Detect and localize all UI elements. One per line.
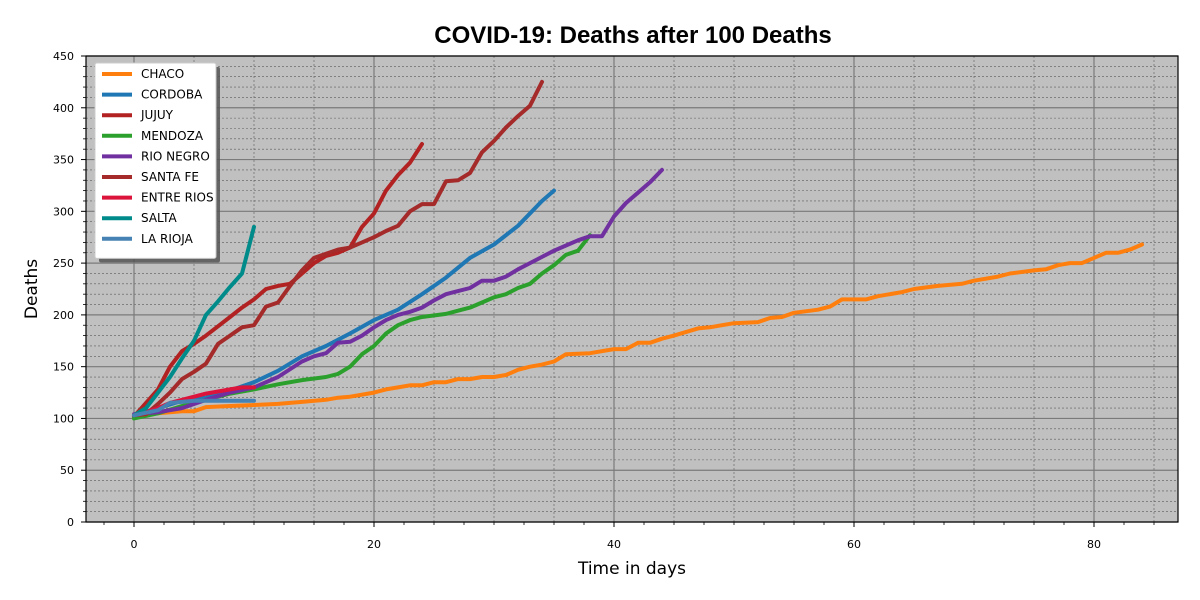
y-tick-label: 450 bbox=[53, 50, 74, 63]
y-tick-label: 250 bbox=[53, 257, 74, 270]
x-axis-label: Time in days bbox=[577, 559, 686, 579]
legend-label: CHACO bbox=[141, 67, 184, 81]
y-tick-label: 200 bbox=[53, 309, 74, 322]
legend-label: SANTA FE bbox=[141, 170, 199, 184]
series-line-santa-fe bbox=[132, 79, 544, 418]
y-tick-label: 100 bbox=[53, 412, 74, 425]
chart-title: COVID-19: Deaths after 100 Deaths bbox=[434, 22, 831, 49]
x-tick-label: 60 bbox=[847, 538, 861, 551]
x-tick-label: 80 bbox=[1087, 538, 1101, 551]
y-tick-label: 0 bbox=[67, 516, 74, 529]
y-tick-label: 400 bbox=[53, 102, 74, 115]
series-line-jujuy bbox=[132, 142, 424, 419]
plot-frame bbox=[85, 55, 1179, 523]
legend-label: SALTA bbox=[141, 211, 177, 225]
legend-label: ENTRE RIOS bbox=[141, 191, 214, 205]
y-tick-label: 150 bbox=[53, 361, 74, 374]
y-tick-label: 300 bbox=[53, 205, 74, 218]
series-line-salta bbox=[132, 224, 256, 418]
x-tick-label: 20 bbox=[367, 538, 381, 551]
y-axis-label: Deaths bbox=[22, 259, 42, 319]
legend-label: JUJUY bbox=[140, 108, 174, 122]
y-tick-label: 50 bbox=[60, 464, 74, 477]
plot-background bbox=[86, 56, 1178, 522]
legend-label: RIO NEGRO bbox=[141, 149, 210, 163]
series-line-rio-negro bbox=[132, 167, 664, 417]
series-line-cordoba bbox=[132, 188, 556, 418]
x-tick-label: 0 bbox=[131, 538, 138, 551]
x-tick-label: 40 bbox=[607, 538, 621, 551]
legend-label: LA RIOJA bbox=[141, 232, 194, 246]
legend-box bbox=[94, 62, 217, 259]
y-tick-label: 350 bbox=[53, 154, 74, 167]
legend-label: CORDOBA bbox=[141, 88, 203, 102]
series-line-chaco bbox=[132, 242, 1144, 418]
series-line-la-rioja bbox=[132, 398, 256, 418]
legend-label: MENDOZA bbox=[141, 129, 204, 143]
